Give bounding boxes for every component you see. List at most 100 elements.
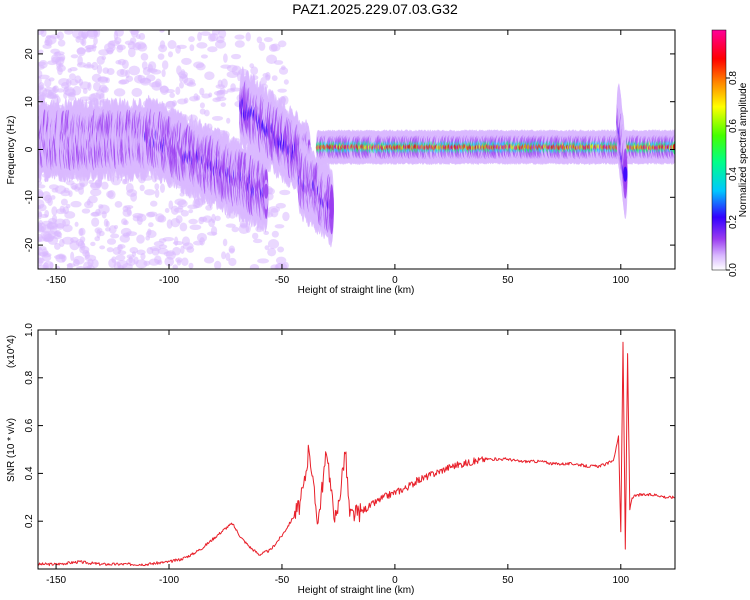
- spectrogram-noise-cell: [265, 71, 271, 81]
- snr-y-tick-label: 1.0: [24, 323, 35, 337]
- spectrogram-noise-cell: [48, 184, 59, 190]
- spectrogram-noise-cell: [277, 40, 287, 48]
- snr-x-tick-label: 50: [502, 575, 514, 586]
- spectrogram-noise-cell: [214, 260, 222, 269]
- spectrogram-noise-cell: [78, 228, 84, 237]
- spectrogram-noise-cell: [78, 186, 85, 195]
- spectrogram-noise-cell: [144, 189, 156, 196]
- spectrogram-noise-cell: [117, 244, 126, 249]
- spectrogram-noise-cell: [38, 49, 44, 54]
- spectrogram-noise-cell: [199, 216, 208, 222]
- spectrogram-noise-cell: [98, 204, 104, 209]
- spectrogram-noise-cell: [257, 258, 269, 264]
- snr-x-tick-label: 100: [612, 575, 629, 586]
- spectrogram-noise-cell: [199, 237, 205, 246]
- spectrogram-noise-cell: [136, 234, 145, 244]
- spectrogram-noise-cell: [57, 39, 66, 47]
- spectrogram-y-tick-label: -20: [24, 237, 35, 252]
- spectrogram-noise-cell: [130, 192, 138, 202]
- spectrogram-noise-cell: [279, 189, 291, 196]
- snr-y-tick-label: 0.2: [24, 514, 35, 528]
- spectrogram-noise-cell: [95, 89, 105, 100]
- spectrogram-noise-cell: [128, 47, 136, 58]
- snr-x-tick-label: -100: [159, 575, 179, 586]
- spectrogram-noise-cell: [157, 53, 165, 60]
- spectrogram-noise-cell: [225, 223, 236, 228]
- snr-panel: -150 -100 -50 0 50 100 0.20.40.60.81.0 Height…: [6, 323, 676, 596]
- spectrogram-noise-cell: [76, 47, 87, 55]
- spectrogram-noise-cell: [122, 208, 133, 217]
- spectrogram-noise-cell: [159, 183, 165, 193]
- spectrogram-noise-cell: [231, 65, 242, 76]
- spectrogram-noise-cell: [228, 257, 237, 267]
- spectrogram-noise-cell: [62, 224, 73, 233]
- spectrogram-noise-cell: [64, 85, 69, 93]
- spectrogram-noise-cell: [154, 189, 160, 198]
- spectrogram-x-axis-label: Height of straight line (km): [298, 285, 415, 296]
- spectrogram-noise-cell: [157, 215, 167, 223]
- spectrogram-noise-cell: [69, 73, 76, 80]
- spectrogram-noise-cell: [150, 69, 162, 75]
- spectrogram-noise-cell: [138, 32, 146, 40]
- spectrogram-noise-cell: [122, 232, 130, 238]
- spectrogram-x-tick-label: -150: [46, 275, 66, 286]
- spectrogram-noise-cell: [77, 240, 85, 249]
- spectrogram-noise-cell: [56, 31, 64, 41]
- spectrogram-noise-cell: [38, 210, 43, 218]
- spectrogram-noise-cell: [230, 53, 242, 60]
- spectrogram-noise-cell: [55, 208, 67, 215]
- spectrogram-noise-cell: [70, 54, 79, 59]
- spectrogram-noise-cell: [131, 87, 143, 97]
- spectrogram-noise-cell: [277, 88, 287, 93]
- colorbar-gradient: [711, 29, 727, 271]
- spectrogram-noise-cell: [165, 250, 176, 260]
- spectrogram-noise-cell: [119, 79, 130, 85]
- spectrogram-noise-cell: [74, 75, 82, 84]
- spectrogram-noise-cell: [113, 30, 119, 41]
- spectrogram-noise-cell: [95, 179, 102, 189]
- spectrogram-noise-cell: [263, 37, 273, 43]
- spectrogram-noise-cell: [38, 257, 45, 264]
- spectrogram-noise-cell: [90, 188, 102, 197]
- spectrogram-noise-cell: [180, 210, 189, 217]
- spectrogram-noise-cell: [179, 75, 184, 83]
- spectrogram-noise-cell: [131, 251, 137, 257]
- spectrogram-noise-cell: [121, 59, 129, 69]
- spectrogram-noise-cell: [201, 93, 211, 99]
- spectrogram-noise-cell: [79, 38, 85, 45]
- figure-title: PAZ1.2025.229.07.03.G32: [292, 1, 458, 17]
- spectrogram-noise-cell: [55, 265, 61, 269]
- spectrogram-noise-cell: [167, 51, 174, 58]
- spectrogram-noise-cell: [150, 200, 158, 207]
- spectrogram-noise-cell: [106, 238, 117, 245]
- spectrogram-noise-cell: [199, 102, 205, 109]
- spectrogram-x-tick-label: 50: [502, 275, 514, 286]
- spectrogram-noise-cell: [188, 36, 195, 43]
- spectrogram-noise-cell: [121, 218, 128, 225]
- spectrogram-noise-cell: [176, 44, 187, 49]
- spectrogram-noise-cell: [181, 257, 189, 266]
- spectrogram-noise-cell: [113, 88, 126, 97]
- spectrogram-noise-cell: [148, 222, 154, 228]
- spectrogram-x-tick-label: -50: [275, 275, 290, 286]
- spectrogram-noise-cell: [84, 200, 94, 209]
- spectrogram-noise-cell: [71, 185, 78, 191]
- spectrogram-noise-cell: [223, 53, 228, 63]
- spectrogram-noise-cell: [60, 198, 68, 206]
- spectrogram-noise-cell: [122, 262, 133, 269]
- spectrogram-noise-cell: [38, 61, 46, 66]
- spectrogram-noise-cell: [267, 238, 280, 249]
- spectrogram-noise-cell: [47, 197, 53, 206]
- snr-y-tick-label: 0.4: [24, 466, 35, 480]
- spectrogram-noise-cell: [258, 41, 266, 51]
- spectrogram-noise-cell: [231, 226, 239, 233]
- spectrogram-noise-cell: [271, 230, 279, 238]
- spectrogram-noise-cell: [193, 93, 199, 101]
- spectrogram-noise-cell: [167, 40, 177, 50]
- spectrogram-noise-cell: [162, 236, 175, 242]
- spectrogram-noise-cell: [200, 54, 208, 59]
- spectrogram-noise-cell: [139, 184, 145, 192]
- spectrogram-noise-cell: [268, 43, 278, 52]
- spectrogram-noise-cell: [273, 60, 284, 65]
- spectrogram-y-tick-label: 20: [24, 48, 35, 60]
